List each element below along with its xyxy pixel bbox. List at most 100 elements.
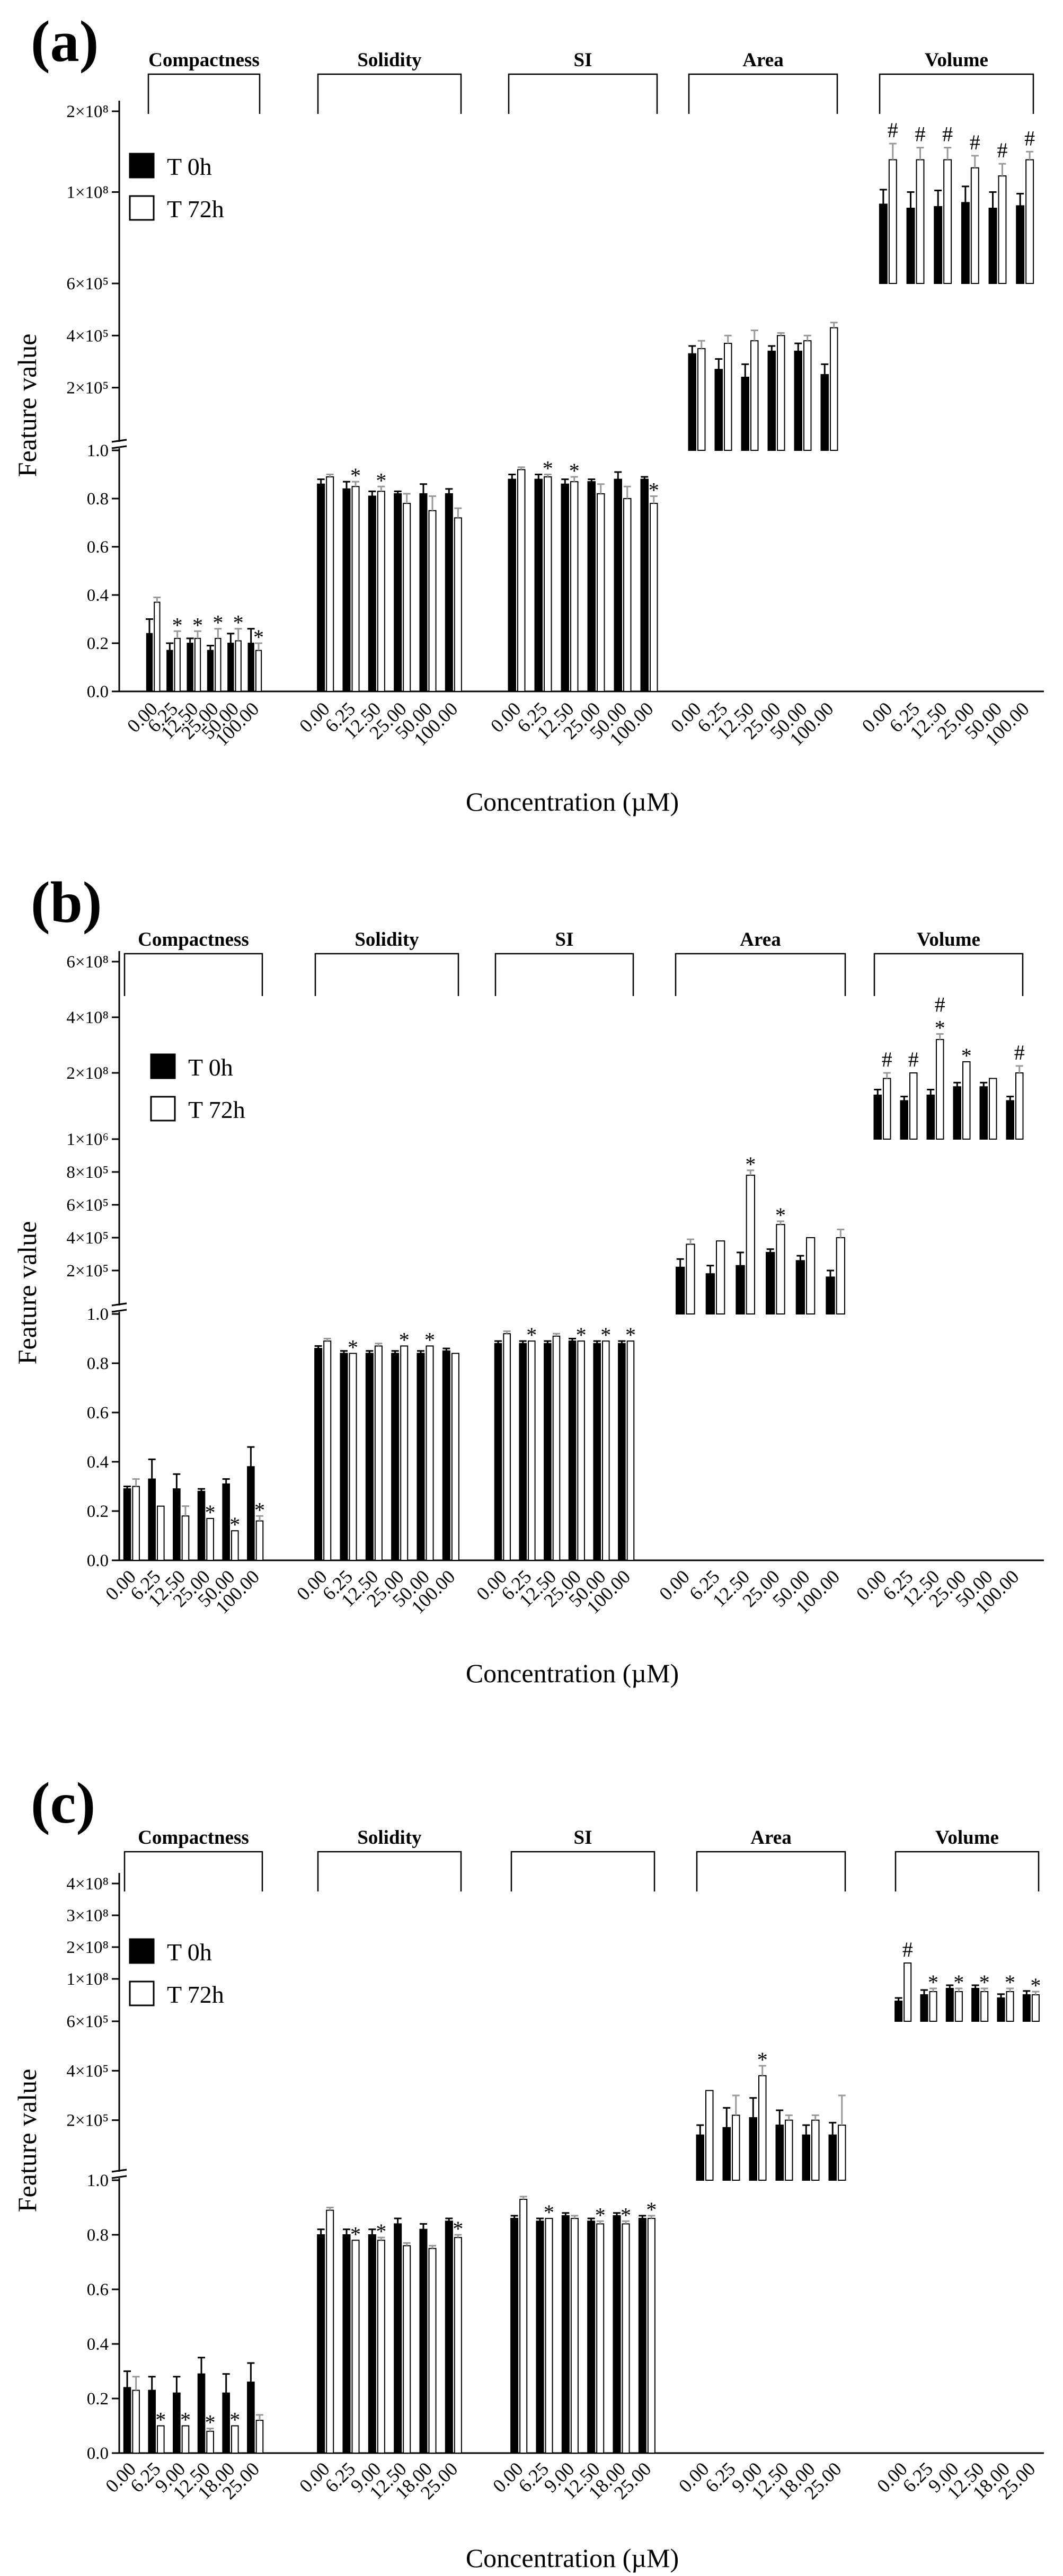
bar-t72 xyxy=(830,327,838,451)
group-label: Area xyxy=(740,929,781,951)
bar-t72 xyxy=(998,175,1007,284)
group-label: SI xyxy=(555,929,574,951)
group-bracket xyxy=(147,73,261,114)
significance-marker: * xyxy=(595,2203,606,2227)
bar-t72 xyxy=(544,476,552,692)
significance-marker: * xyxy=(953,1970,964,1994)
bar-t0 xyxy=(676,1266,685,1315)
group-bracket xyxy=(314,953,459,996)
bar-t72 xyxy=(174,637,181,692)
group-bracket xyxy=(510,1851,655,1891)
significance-marker: * xyxy=(376,468,386,492)
bar-t0 xyxy=(820,374,829,451)
bar-t72 xyxy=(943,159,952,284)
y-tick-label: 4×10⁸ xyxy=(66,1008,109,1027)
y-tick-label: 2×10⁵ xyxy=(66,1262,109,1281)
bar-t72 xyxy=(776,1224,785,1314)
bar-t0 xyxy=(148,1478,156,1561)
bar-t72 xyxy=(428,2248,437,2454)
y-tick-label: 0.2 xyxy=(87,1502,109,1521)
hash-marker: # xyxy=(935,993,945,1017)
bar-t72 xyxy=(323,1340,332,1561)
bar-t0 xyxy=(247,1466,255,1561)
bar-t0 xyxy=(1006,1100,1014,1140)
bar-t0 xyxy=(368,2234,376,2454)
bar-t72 xyxy=(916,159,925,284)
bar-t0 xyxy=(766,1251,775,1314)
bar-t72 xyxy=(194,637,201,692)
bar-t0 xyxy=(197,2373,206,2454)
group-bracket xyxy=(494,953,634,996)
significance-marker: * xyxy=(935,1016,945,1040)
bar-t0 xyxy=(997,1997,1005,2022)
axis-break-mark xyxy=(111,439,127,443)
hash-marker: # xyxy=(882,1047,892,1071)
bar-t0 xyxy=(688,353,696,451)
bar-t0 xyxy=(722,2127,731,2181)
bar-t0 xyxy=(222,1483,230,1561)
bar-t72 xyxy=(697,348,706,451)
bar-t0 xyxy=(317,483,325,692)
significance-marker: * xyxy=(424,1328,435,1352)
bar-t72 xyxy=(454,517,462,692)
bar-t0 xyxy=(934,206,943,285)
group-bracket xyxy=(688,73,838,114)
bar-t72 xyxy=(181,1515,190,1561)
significance-marker: * xyxy=(757,2048,768,2072)
bar-t0 xyxy=(767,350,776,451)
y-tick-label: 1×10⁶ xyxy=(66,1130,109,1149)
bar-t0 xyxy=(593,1343,601,1561)
significance-marker: * xyxy=(399,1328,410,1352)
bar-t72 xyxy=(732,2115,740,2181)
bar-t72 xyxy=(597,493,605,692)
bar-t0 xyxy=(494,1343,502,1561)
group-label: Compactness xyxy=(138,1827,249,1849)
bar-t72 xyxy=(255,650,262,692)
bar-t0 xyxy=(365,1353,374,1561)
bar-t0 xyxy=(873,1095,882,1140)
significance-marker: * xyxy=(544,2200,554,2224)
y-tick-label: 0.0 xyxy=(87,2444,109,2463)
y-axis-title: Feature value xyxy=(12,2069,42,2213)
group-bracket xyxy=(508,73,658,114)
axis-break-mark xyxy=(111,2175,127,2179)
significance-marker: * xyxy=(205,2411,216,2435)
y-tick-label: 1.0 xyxy=(87,2171,109,2190)
bar-t0 xyxy=(696,2134,704,2181)
bar-t72 xyxy=(1031,1994,1040,2022)
bar-t0 xyxy=(1022,1994,1031,2022)
y-tick-label: 4×10⁵ xyxy=(66,326,109,345)
bar-t0 xyxy=(314,1348,323,1561)
bar-t72 xyxy=(626,1340,635,1561)
bar-t0 xyxy=(920,1994,928,2022)
legend-label-t72: T 72h xyxy=(167,196,224,223)
bar-t72 xyxy=(806,1237,816,1314)
bar-t72 xyxy=(206,2430,214,2454)
bar-t0 xyxy=(894,2001,903,2022)
bar-t0 xyxy=(123,1488,131,1561)
group-label: Solidity xyxy=(357,1827,422,1849)
legend-label-t72: T 72h xyxy=(188,1096,245,1123)
bar-t0 xyxy=(795,1260,805,1314)
bar-t0 xyxy=(148,2390,156,2454)
axis-break-mark xyxy=(111,2169,127,2173)
bar-t72 xyxy=(545,2218,553,2454)
bar-t72 xyxy=(426,1345,434,1561)
bar-t72 xyxy=(206,1517,214,1561)
group-bracket xyxy=(675,953,846,996)
bar-t0 xyxy=(442,1350,450,1561)
bar-t0 xyxy=(749,2117,757,2181)
x-axis-title: Concentration (µM) xyxy=(466,2543,679,2573)
bar-t72 xyxy=(326,476,334,692)
bar-t0 xyxy=(900,1100,908,1140)
group-bracket xyxy=(873,953,1024,996)
bar-t72 xyxy=(400,1345,409,1561)
bar-t0 xyxy=(340,1353,348,1561)
y-tick-label: 1.0 xyxy=(87,441,109,460)
group-label: Area xyxy=(750,1827,791,1849)
bar-t72 xyxy=(377,491,385,692)
bar-t72 xyxy=(903,1962,912,2022)
y-tick-label: 6×10⁵ xyxy=(66,1196,109,1215)
bar-t0 xyxy=(173,1488,181,1561)
y-tick-label: 0.4 xyxy=(87,1453,109,1472)
